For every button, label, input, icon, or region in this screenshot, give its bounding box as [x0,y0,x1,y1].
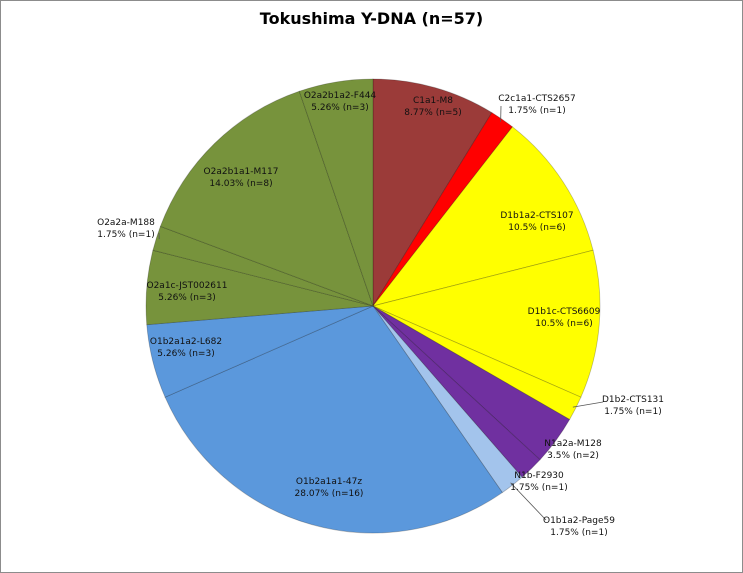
data-label: N1b-F2930 1.75% (n=1) [510,471,567,493]
pie-slice-n1a2a-m128 [372,305,571,461]
pie-slice-c1a1-m8 [372,78,493,308]
pie-slice-d1b2-cts131 [372,305,582,421]
pie-slice-o1b2a1a1-47z [164,305,503,534]
data-label: D1b1c-CTS6609 10.5% (n=6) [528,307,601,329]
data-label: C2c1a1-CTS2657 1.75% (n=1) [498,94,576,116]
pie-slice-o2a2b1a2-f444 [298,78,374,307]
pie-slice-d1b1c-cts6609 [371,249,601,398]
pie-slice-o2a2b1a1-m117 [159,90,374,307]
pie-slice-d1b1a2-cts107 [371,126,594,307]
data-label: O1b2a1a1-47z 28.07% (n=16) [295,477,364,499]
chart-title: Tokushima Y-DNA (n=57) [259,9,484,28]
pie-slice-o2a2a-m188 [152,225,374,307]
leader-line [572,401,604,408]
pie-slice-n1b-f2930 [372,305,541,478]
pie-slice-c2c1a1-cts2657 [372,112,513,307]
data-label: O2a2a-M188 1.75% (n=1) [97,218,155,240]
pie-slice-o2a1c-jst002611 [145,249,374,326]
data-label: O1b1a2-Page59 1.75% (n=1) [543,516,615,538]
pie-slice-o1b2a1a2-l682 [146,305,374,398]
data-label: O1b2a1a2-L682 5.26% (n=3) [150,337,222,359]
data-label: N1a2a-M128 3.5% (n=2) [544,439,602,461]
data-label: O2a2b1a1-M117 14.03% (n=8) [204,167,279,189]
data-label: O2a2b1a2-F444 5.26% (n=3) [304,91,377,113]
data-label: C1a1-M8 8.77% (n=5) [404,96,461,118]
leader-line [510,482,547,521]
data-label: O2a1c-JST002611 5.26% (n=3) [147,281,228,303]
data-label: D1b1a2-CTS107 10.5% (n=6) [500,211,573,233]
data-label: D1b2-CTS131 1.75% (n=1) [602,395,664,417]
